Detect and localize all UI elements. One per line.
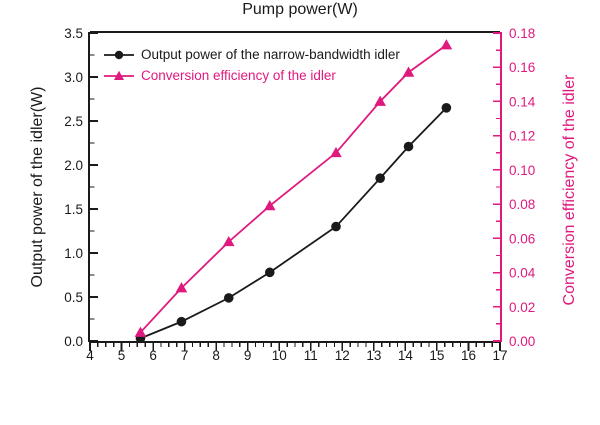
x-axis-tick-label: 4	[86, 348, 94, 363]
left-axis-tick-label: 1.0	[64, 246, 83, 261]
x-axis-title: Pump power(W)	[242, 1, 358, 18]
series-line-1	[139, 44, 447, 334]
data-point-circle	[331, 221, 341, 232]
x-axis-tick-label: 10	[272, 348, 287, 363]
data-point-triangle	[134, 326, 147, 337]
data-point-triangle	[222, 235, 235, 247]
x-axis-tick-label: 9	[244, 348, 252, 363]
x-axis-tick-label: 13	[366, 348, 381, 363]
left-axis-tick-label: 1.5	[64, 202, 83, 217]
right-axis-title: Conversion efficiency of the idler	[561, 74, 578, 306]
x-axis-tick-label: 11	[304, 348, 318, 363]
data-point-triangle	[374, 95, 386, 106]
right-axis-tick-label: 0.16	[509, 60, 535, 75]
legend-item-conversion-efficiency: Conversion efficiency of the idler	[104, 65, 400, 86]
data-point-triangle	[263, 200, 276, 211]
left-axis-tick-label: 0.5	[64, 290, 83, 305]
legend-label-conversion-efficiency: Conversion efficiency of the idler	[141, 68, 336, 83]
legend: Output power of the narrow-bandwidth idl…	[104, 44, 400, 86]
x-axis-tick-label: 12	[335, 348, 350, 363]
data-point-circle	[223, 293, 234, 303]
legend-marker-triangle-icon	[104, 70, 134, 80]
data-point-circle	[441, 103, 452, 113]
x-axis-tick-label: 17	[492, 348, 507, 363]
data-point-triangle	[402, 66, 415, 77]
series-line-0	[140, 107, 448, 340]
x-axis-tick-label: 7	[181, 348, 189, 363]
right-axis-tick-label: 0.02	[509, 300, 535, 315]
x-axis-tick-label: 15	[429, 348, 444, 363]
left-axis-title: Output power of the idler(W)	[29, 86, 46, 288]
right-axis-tick-label: 0.04	[509, 266, 536, 281]
legend-marker-circle-icon	[104, 50, 134, 59]
x-axis-tick-label: 14	[398, 348, 414, 363]
data-point-circle	[264, 267, 275, 278]
data-point-circle	[176, 316, 187, 327]
left-axis-tick-label: 2.5	[64, 114, 83, 129]
right-axis-tick-label: 0.14	[509, 94, 536, 109]
left-axis-tick-label: 0.0	[64, 334, 83, 349]
x-axis-tick-label: 16	[461, 348, 476, 363]
x-axis-tick-label: 5	[118, 348, 126, 363]
left-axis-tick-label: 3.5	[64, 26, 83, 41]
x-axis-tick-label: 8	[212, 348, 220, 363]
data-point-triangle	[440, 39, 453, 50]
data-point-circle	[375, 173, 385, 183]
legend-item-output-power: Output power of the narrow-bandwidth idl…	[104, 44, 400, 65]
legend-label-output-power: Output power of the narrow-bandwidth idl…	[141, 47, 400, 62]
right-axis-tick-label: 0.10	[509, 163, 535, 178]
left-axis-tick-label: 2.0	[64, 158, 83, 173]
right-axis-tick-label: 0.18	[509, 26, 535, 41]
right-axis-tick-label: 0.12	[509, 129, 535, 144]
x-axis-tick-label: 6	[149, 348, 157, 363]
data-point-triangle	[330, 146, 342, 158]
left-axis-tick-label: 3.0	[64, 70, 83, 85]
right-axis-tick-label: 0.08	[509, 197, 535, 212]
data-point-triangle	[175, 282, 188, 293]
data-point-circle	[403, 141, 414, 152]
right-axis-tick-label: 0.06	[509, 231, 535, 246]
right-axis-tick-label: 0.00	[509, 334, 535, 349]
